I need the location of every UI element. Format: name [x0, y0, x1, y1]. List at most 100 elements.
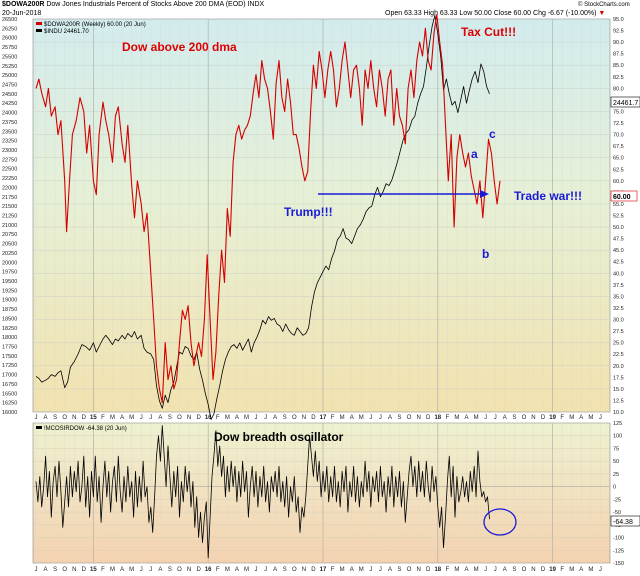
x-axis-tick-label: N [187, 415, 191, 421]
left-axis-tick-label: 25500 [2, 54, 17, 60]
left-axis-tick-label: 23000 [2, 148, 17, 154]
x-axis-tick-label: J [35, 415, 38, 421]
osc-axis-tick-label: -150 [613, 561, 624, 567]
left-axis-tick-label: 21500 [2, 204, 17, 210]
osc-x-axis-tick-label: D [426, 567, 431, 573]
chart-symbol-header: $DOWA200R Dow Jones Industrials Percent … [2, 1, 264, 9]
x-axis-tick-label: M [474, 415, 479, 421]
left-axis-tick-label: 22000 [2, 185, 17, 191]
x-axis-tick-label: D [196, 415, 201, 421]
x-axis-tick-label: S [283, 415, 287, 421]
left-axis-tick-label: 19250 [2, 288, 17, 294]
ohlc-bar: Open 63.33 High 63.33 Low 50.00 Close 60… [385, 10, 605, 18]
osc-x-axis-tick-label: A [350, 567, 354, 573]
annotation-c: c [489, 127, 496, 141]
close-label: Close [493, 10, 512, 17]
left-axis-tick-label: 20500 [2, 242, 17, 248]
x-axis-tick-label: O [62, 415, 67, 421]
left-axis-tick-label: 18000 [2, 335, 17, 341]
right-axis-tick-label: 70.0 [613, 133, 624, 139]
chg-down-arrow-icon: ▼ [598, 10, 606, 17]
right-axis-tick-label: 87.5 [613, 52, 624, 58]
osc-x-axis-tick-label: J [369, 567, 372, 573]
osc-x-axis-tick-label: J [379, 567, 382, 573]
osc-x-axis-tick-label: M [244, 567, 249, 573]
x-axis-ticks: J A S O N D 15 F M A M J J A S O N D 16 F M A M J J A S O N D 17 F M A M J J… [35, 415, 602, 421]
x-axis-tick-label: D [311, 415, 316, 421]
x-axis-tick-label: D [426, 415, 431, 421]
right-axis-ticks: 95.092.590.087.585.082.580.077.575.072.5… [613, 17, 624, 416]
left-axis-tick-label: 20000 [2, 260, 17, 266]
osc-axis-tick-label: 25 [613, 472, 619, 478]
left-axis-tick-label: 19000 [2, 298, 17, 304]
osc-x-axis-tick-label: J [264, 567, 267, 573]
x-axis-tick-label: M [110, 415, 115, 421]
stockcharts-brand: © StockCharts.com [578, 2, 630, 8]
right-axis-tick-label: 20.0 [613, 364, 624, 370]
osc-x-axis-tick-label: A [44, 567, 48, 573]
x-axis-tick-label: A [579, 415, 583, 421]
osc-x-axis-tick-label: A [579, 567, 583, 573]
osc-x-axis-tick-label: S [168, 567, 172, 573]
right-axis-tick-label: 37.5 [613, 283, 624, 289]
x-axis-tick-label: N [416, 415, 420, 421]
osc-x-axis-tick-label: 19 [549, 567, 556, 573]
x-axis-tick-label: M [340, 415, 345, 421]
x-axis-tick-label: A [44, 415, 48, 421]
osc-x-axis-tick-label: N [302, 567, 306, 573]
indu-line [35, 14, 490, 420]
legend-swatch-mcosirdow [36, 426, 42, 429]
x-axis-tick-label: N [302, 415, 306, 421]
right-axis-tick-label: 80.0 [613, 86, 624, 92]
right-axis-tick-label: 25.0 [613, 341, 624, 347]
trump-arrow-head [480, 190, 489, 198]
left-axis-tick-label: 26500 [2, 17, 17, 23]
osc-x-axis-tick-label: N [531, 567, 535, 573]
annotation-a: a [471, 147, 478, 161]
osc-x-axis-tick-label: A [235, 567, 239, 573]
oscillator-gridlines [33, 422, 610, 564]
osc-x-axis-tick-label: M [359, 567, 364, 573]
annotation-trade-war: Trade war!!! [514, 189, 582, 203]
osc-x-axis-tick-label: M [340, 567, 345, 573]
low-label: Low [459, 10, 473, 17]
x-axis-tick-label: F [331, 415, 335, 421]
osc-x-axis-tick-label: M [569, 567, 574, 573]
chart-description: Dow Jones Industrials Percent of Stocks … [46, 1, 265, 8]
left-axis-tick-label: 24750 [2, 83, 17, 89]
left-axis-ticks: 26500 26250 26000 25750 25500 25250 25000 24750… [2, 17, 17, 416]
x-axis-tick-label: N [531, 415, 535, 421]
x-axis-tick-label: A [464, 415, 468, 421]
osc-x-axis-tick-label: D [311, 567, 316, 573]
x-axis-tick-label: J [599, 415, 602, 421]
x-axis-tick-label: O [522, 415, 527, 421]
mcosirdow-line [35, 425, 490, 559]
x-axis-tick-label: D [541, 415, 546, 421]
annotation-tax-cut: Tax Cut!!! [461, 25, 516, 39]
annotation-dow-breadth-oscillator: Dow breadth oscillator [214, 430, 344, 444]
x-axis-tick-label: A [235, 415, 239, 421]
x-axis-tick-label: F [101, 415, 105, 421]
left-axis-tick-label: 23500 [2, 129, 17, 135]
dowa-value-box: 60.00 [610, 190, 638, 202]
indu-value-box-bg [610, 96, 640, 108]
osc-axis-tick-label: 50 [613, 459, 619, 465]
x-axis-tick-label: A [120, 415, 124, 421]
x-axis-tick-label: 15 [90, 415, 97, 421]
chart-date: 20-Jun-2018 [2, 10, 42, 17]
right-axis-tick-label: 50.0 [613, 225, 624, 231]
right-axis-tick-label: 30.0 [613, 318, 624, 324]
dowa-value-box-bg [610, 190, 638, 202]
right-axis-tick-label: 32.5 [613, 306, 624, 312]
left-axis-tick-label: 17000 [2, 373, 17, 379]
right-axis-tick-label: 10.0 [613, 410, 624, 416]
series-mcosirdow [35, 425, 490, 559]
osc-x-axis-tick-label: J [140, 567, 143, 573]
osc-x-axis-tick-label: J [599, 567, 602, 573]
left-axis-tick-label: 17500 [2, 354, 17, 360]
indu-value-box-label: 24461.7 [613, 100, 638, 107]
left-axis-tick-label: 18500 [2, 316, 17, 322]
annotation-trump: Trump!!! [284, 205, 333, 219]
oscillator-value-box-bg [610, 515, 640, 527]
